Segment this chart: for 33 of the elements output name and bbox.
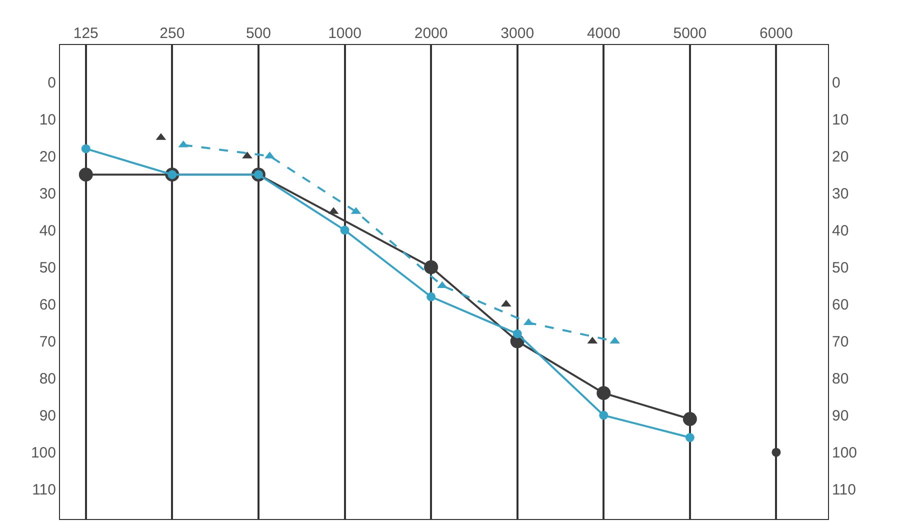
y-tick-label: 50 xyxy=(39,259,56,276)
y-tick-label: 40 xyxy=(39,222,56,240)
y2-tick-label: 0 xyxy=(832,74,840,92)
x-tick-label: 1000 xyxy=(328,25,362,42)
y2-tick-label: 10 xyxy=(832,111,849,128)
y-tick-label: 60 xyxy=(39,296,56,314)
x-tick-label: 6000 xyxy=(760,25,793,42)
y-tick-label: 90 xyxy=(39,408,56,425)
y-tick-label: 20 xyxy=(39,148,56,166)
y-tick-label: 80 xyxy=(39,370,56,388)
y2-tick-label: 110 xyxy=(832,482,856,499)
y-tick-label: 110 xyxy=(32,482,56,499)
y-tick-label: 10 xyxy=(39,111,56,128)
y2-tick-label: 70 xyxy=(832,334,849,350)
y-tick-label: 70 xyxy=(39,334,56,350)
x-tick-label: 4000 xyxy=(586,25,620,42)
y-tick-label: 30 xyxy=(39,185,56,202)
y-tick-label: 100 xyxy=(30,444,56,462)
y2-tick-label: 50 xyxy=(832,259,849,276)
y2-tick-label: 30 xyxy=(832,185,849,202)
x-tick-label: 3000 xyxy=(500,25,534,42)
y2-tick-label: 90 xyxy=(832,408,849,425)
x-tick-label: 5000 xyxy=(673,25,707,42)
x-tick-label: 2000 xyxy=(414,25,448,42)
y2-tick-label: 20 xyxy=(832,148,849,166)
y2-tick-label: 40 xyxy=(832,222,849,240)
y2-tick-label: 80 xyxy=(832,370,849,388)
y2-tick-label: 100 xyxy=(832,444,858,462)
y2-tick-label: 60 xyxy=(832,296,849,314)
x-tick-label: 125 xyxy=(73,25,98,42)
y-tick-label: 0 xyxy=(48,74,56,92)
x-tick-label: 500 xyxy=(246,25,271,42)
x-tick-label: 250 xyxy=(160,25,185,42)
